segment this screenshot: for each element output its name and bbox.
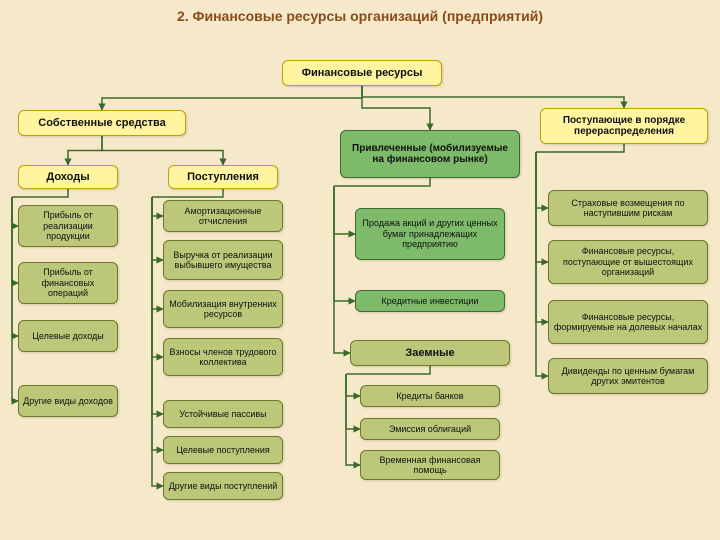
node-attr: Привлеченные (мобилизуемые на финансовом… <box>340 130 520 178</box>
node-i3: Целевые доходы <box>18 320 118 352</box>
node-own: Собственные средства <box>18 110 186 136</box>
node-loan: Заемные <box>350 340 510 366</box>
node-a1: Продажа акций и других ценных бумаг прин… <box>355 208 505 260</box>
node-r7: Другие виды поступлений <box>163 472 283 500</box>
node-r4: Взносы членов трудового коллектива <box>163 338 283 376</box>
node-r3: Мобилизация внутренних ресурсов <box>163 290 283 328</box>
node-income: Доходы <box>18 165 118 189</box>
node-d3: Финансовые ресурсы, формируемые на долев… <box>548 300 708 344</box>
node-i2: Прибыль от финансовых операций <box>18 262 118 304</box>
node-a2: Кредитные инвестиции <box>355 290 505 312</box>
node-l3: Временная финансовая помощь <box>360 450 500 480</box>
node-r1: Амортизационные отчисления <box>163 200 283 232</box>
node-root: Финансовые ресурсы <box>282 60 442 86</box>
node-l2: Эмиссия облигаций <box>360 418 500 440</box>
node-r6: Целевые поступления <box>163 436 283 464</box>
node-d1: Страховые возмещения по наступившим риск… <box>548 190 708 226</box>
node-r2: Выручка от реализации выбывшего имуществ… <box>163 240 283 280</box>
node-recpt: Поступления <box>168 165 278 189</box>
node-d4: Дивиденды по ценным бумагам других эмите… <box>548 358 708 394</box>
node-redist: Поступающие в порядке перераспределения <box>540 108 708 144</box>
node-l1: Кредиты банков <box>360 385 500 407</box>
node-i1: Прибыль от реализации продукции <box>18 205 118 247</box>
node-d2: Финансовые ресурсы, поступающие от вышес… <box>548 240 708 284</box>
node-r5: Устойчивые пассивы <box>163 400 283 428</box>
node-i4: Другие виды доходов <box>18 385 118 417</box>
